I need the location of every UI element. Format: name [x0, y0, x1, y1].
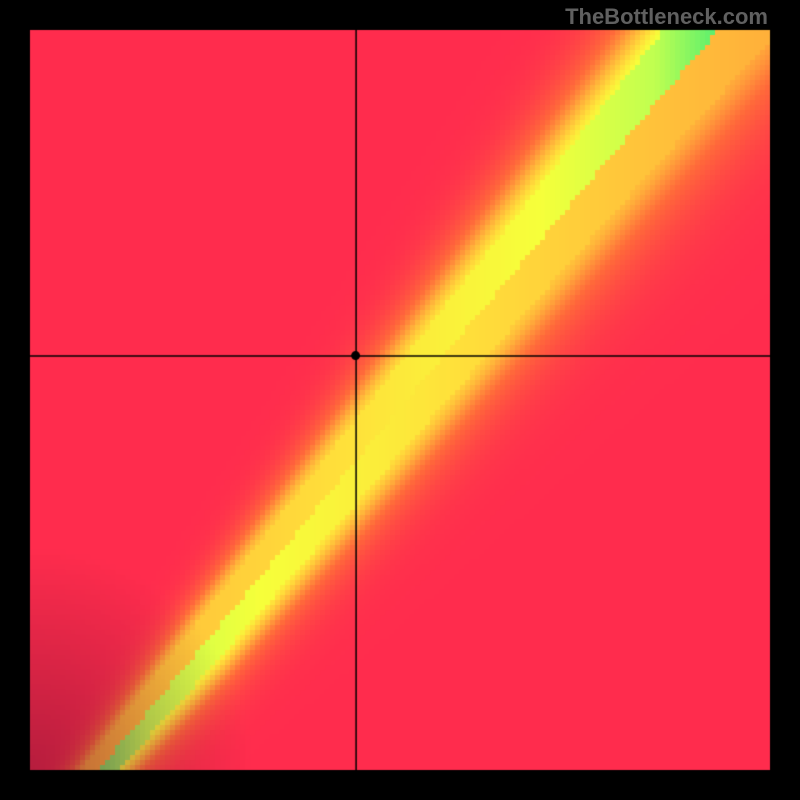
chart-container: TheBottleneck.com — [0, 0, 800, 800]
watermark-text: TheBottleneck.com — [565, 4, 768, 30]
heatmap-canvas — [0, 0, 800, 800]
